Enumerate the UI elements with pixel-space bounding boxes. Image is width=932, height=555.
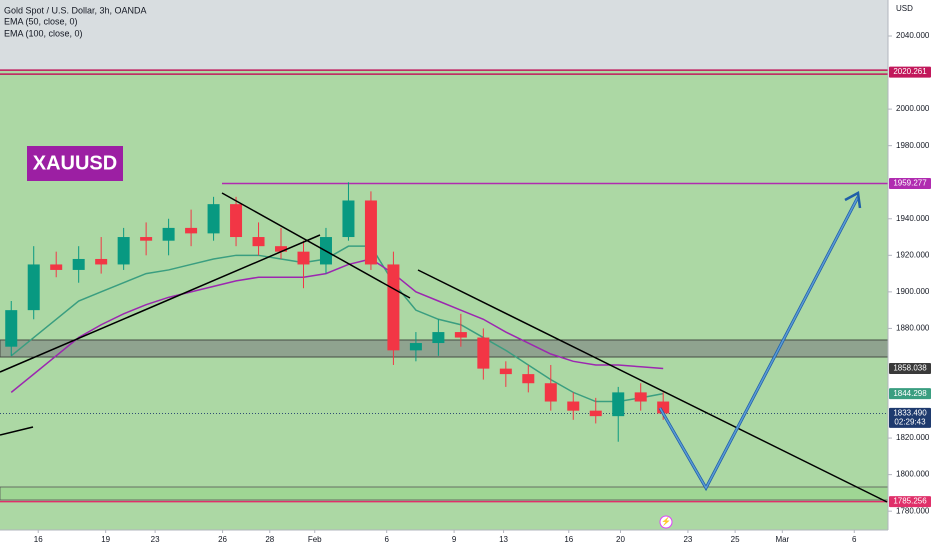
y-tick-label: 1980.000 [896, 141, 930, 150]
candle-body [207, 204, 220, 234]
candle-body [364, 200, 377, 265]
time-axis [0, 530, 888, 550]
upper-zone [0, 0, 888, 70]
candle-body [275, 246, 288, 252]
candle-body [342, 200, 355, 238]
price-label-box [889, 178, 931, 190]
candle-body [522, 374, 535, 384]
x-tick-label: 13 [499, 535, 508, 544]
trendline [0, 426, 34, 436]
price-label: 1833.490 [893, 409, 927, 418]
candle-body [72, 258, 85, 270]
candle-body [95, 258, 108, 265]
candle-body [454, 332, 467, 338]
candle-body [589, 410, 602, 417]
x-tick-label: 25 [731, 535, 740, 544]
currency: USD [896, 4, 913, 13]
support-zone [0, 486, 889, 501]
y-tick-label: 2040.000 [896, 31, 930, 40]
candle-body [297, 251, 310, 265]
candle-body [5, 310, 18, 347]
candle-body [387, 264, 400, 351]
candle-body [409, 343, 422, 351]
countdown: 02:29:43 [894, 418, 926, 427]
y-tick-label: 1920.000 [896, 250, 930, 259]
x-tick-label: 23 [151, 535, 160, 544]
candle-body [140, 237, 153, 241]
plot [0, 69, 888, 503]
price-label-box [889, 363, 931, 375]
candle-body [477, 337, 490, 369]
price-label-box [889, 496, 931, 508]
badge-box [27, 146, 123, 181]
x-tick-label: 23 [683, 535, 692, 544]
candle-body [50, 264, 63, 270]
candle-body [499, 368, 512, 375]
candle-body [612, 392, 625, 417]
x-tick-label: Feb [308, 535, 322, 544]
x-tick-label: 6 [384, 535, 389, 544]
y-tick-label: 1780.000 [896, 506, 930, 515]
price-label: 1959.277 [893, 179, 927, 188]
candle-body [117, 237, 130, 265]
candle-body [162, 227, 175, 241]
ema-line [10, 245, 664, 403]
alert-icon[interactable] [659, 515, 673, 529]
price-label-box [889, 66, 931, 78]
y-tick-label: 1900.000 [896, 287, 930, 296]
candle-body [432, 332, 445, 344]
green-zone [0, 70, 888, 530]
x-tick-label: Mar [775, 535, 789, 544]
price-label: 1785.256 [893, 497, 927, 506]
x-tick-label: 28 [265, 535, 274, 544]
x-tick-label: 16 [564, 535, 573, 544]
candle-body [544, 383, 557, 402]
ema-line [10, 258, 664, 393]
x-tick-label: 19 [101, 535, 110, 544]
price-label: 1858.038 [893, 364, 927, 373]
forecast-arrow-inner [659, 196, 859, 490]
x-tick-label: 20 [616, 535, 625, 544]
x-tick-label: 9 [452, 535, 457, 544]
price-axis [888, 0, 932, 550]
indicator-label: EMA (100, close, 0) [4, 28, 83, 38]
badge: XAUUSD [33, 152, 117, 174]
x-tick-label: 26 [218, 535, 227, 544]
y-tick-label: 1880.000 [896, 324, 930, 333]
trendline [0, 234, 321, 373]
chart-title: Gold Spot / U.S. Dollar, 3h, OANDA [4, 5, 147, 15]
trendline [417, 269, 888, 503]
candle-body [567, 401, 580, 411]
price-label: 2020.261 [893, 67, 927, 76]
candle-body [27, 264, 40, 311]
y-tick-label: 1940.000 [896, 214, 930, 223]
price-label: 1844.298 [893, 389, 927, 398]
candle-body [634, 392, 647, 402]
arrow-head [844, 191, 862, 209]
candle-body [657, 401, 670, 414]
candle-body [252, 237, 265, 247]
candle-body [185, 227, 198, 234]
alert-icon-glyph: ⚡ [661, 516, 671, 526]
x-tick-label: 16 [34, 535, 43, 544]
y-tick-label: 2000.000 [896, 104, 930, 113]
price-label-box [889, 407, 931, 428]
price-label-box [889, 388, 931, 400]
x-tick-label: 6 [852, 535, 857, 544]
candle-body [230, 204, 243, 238]
indicator-label: EMA (50, close, 0) [4, 16, 78, 26]
trendline [221, 192, 411, 299]
y-tick-label: 1800.000 [896, 470, 930, 479]
y-tick-label: 1820.000 [896, 433, 930, 442]
